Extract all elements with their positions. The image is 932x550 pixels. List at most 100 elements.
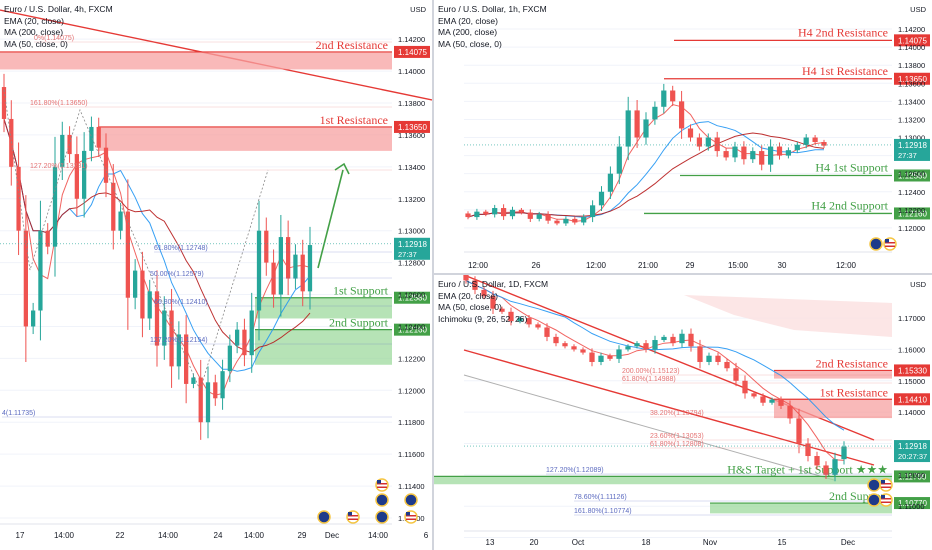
candle-body [38,230,43,311]
flag-stripe [885,242,895,244]
chart-4h-panel[interactable]: Euro / U.S. Dollar, 4h, FXCM EMA (20, cl… [0,0,432,550]
flag-canton [348,512,352,516]
price-badge [394,45,430,58]
candle-body [205,382,211,423]
legend-symbol: Euro / U.S. Dollar, 1D, FXCM [438,279,549,289]
chart-1h-panel[interactable]: Euro / U.S. Dollar, 1h, FXCM EMA (20, cl… [434,0,932,273]
price-badge-text: 1.14075 [398,48,427,57]
candle-body [125,211,130,298]
trend-line [463,374,835,481]
countdown-text: 27:37 [898,151,917,160]
candle-body [723,151,729,158]
candle-body [527,212,533,219]
candle-body [805,443,811,457]
candle-body [607,355,613,359]
zone-rect [434,476,892,485]
price-badge [894,470,930,483]
candle-body [554,220,560,224]
candle-body [213,382,218,399]
legend-ichimoku: Ichimoku (9, 26, 52, 26) [438,313,528,324]
last-price-badge [894,440,930,463]
price-badge [394,291,430,304]
candle-body [227,345,232,372]
candle-body [472,280,478,290]
panel-divider-horizontal[interactable] [434,273,932,275]
fib-label: 161.80%(1.13650) [30,100,88,107]
flag-canton [885,239,889,243]
time-tick-label: 14:00 [244,531,265,540]
projection-dotted-line [3,89,269,392]
price-tick-label: 1.14200 [398,35,425,44]
candle-body [652,340,658,350]
time-tick-label: Dec [841,538,855,547]
candle-body [589,352,595,362]
legend-symbol: Euro / U.S. Dollar, 4h, FXCM [4,4,113,14]
zone-label: 2nd Support [329,316,389,330]
euro-flag-icon [375,510,389,524]
candle-body [598,355,604,362]
chart-1d-panel[interactable]: Euro / U.S. Dollar, 1D, FXCM EMA (20, cl… [434,275,932,550]
candle-body [733,368,739,381]
price-badge [894,72,930,85]
price-tick-label: 1.14000 [898,408,925,417]
price-tick-label: 1.14000 [898,43,925,52]
price-tick-label: 1.12800 [398,259,425,268]
price-tick-label: 1.13400 [898,97,925,106]
legend-ema: EMA (20, close) [438,290,498,301]
price-badge [894,207,930,220]
legend-1d: Euro / U.S. Dollar, 1D, FXCM EMA (20, cl… [438,279,548,325]
candle-body [598,191,605,206]
time-tick-label: 15:00 [728,261,749,270]
candle-body [60,134,65,167]
candle-body [661,336,667,341]
candle-body [625,346,631,350]
candle-body [463,275,469,281]
candle-body [465,213,471,218]
candle-body [286,237,291,279]
candle-body [176,334,181,367]
price-tick-label: 1.13800 [398,99,425,108]
chart-svg: 2nd Resistance 1.15330 1st Resistance 1.144… [434,275,930,547]
candle-body [147,291,152,319]
candle-body [198,377,203,423]
candle-body [785,150,792,156]
candle-body [634,110,640,138]
candle-body [794,144,800,151]
price-tick-label: 1.13200 [398,195,425,204]
price-tick-label: 1.12200 [898,206,925,215]
price-badge [894,34,930,47]
panel-divider-vertical[interactable] [432,0,434,550]
candle-body [111,182,116,231]
candle-body [581,217,587,223]
time-tick-label: 12:00 [586,261,607,270]
price-badge-text: 1.12160 [398,326,427,335]
time-tick-label: 30 [778,261,787,270]
last-price-text: 1.12918 [898,442,927,451]
fib-label: 50.00%(1.12579) [150,271,204,278]
price-badge [894,497,930,510]
candle-body [589,205,596,218]
price-badge [394,323,430,336]
price-badge-text: 1.12580 [898,171,927,180]
candle-body [544,327,550,337]
candle-body [616,349,622,359]
time-tick-label: Dec [325,531,339,540]
candle-body [278,237,283,295]
time-tick-label: 12:00 [468,261,489,270]
candle-body [760,396,766,403]
fib-label: 127.20%(1.12089) [546,467,604,474]
legend-ma50: MA (50, close, 0) [438,38,502,49]
time-tick-label: 12:00 [836,261,857,270]
price-tick-label: 1.13200 [898,115,925,124]
candle-body [841,446,847,460]
time-tick-label: 26 [532,261,541,270]
candle-body [572,218,578,223]
candle-body [140,270,145,319]
price-tick-label: 1.12600 [898,170,925,179]
level-label: H4 1st Support [815,160,888,174]
euro-flag-icon [404,493,418,507]
legend-ema: EMA (20, close) [438,15,498,26]
candle-body [536,214,542,219]
candle-body [52,166,58,247]
price-tick-label: 1.13400 [398,163,425,172]
